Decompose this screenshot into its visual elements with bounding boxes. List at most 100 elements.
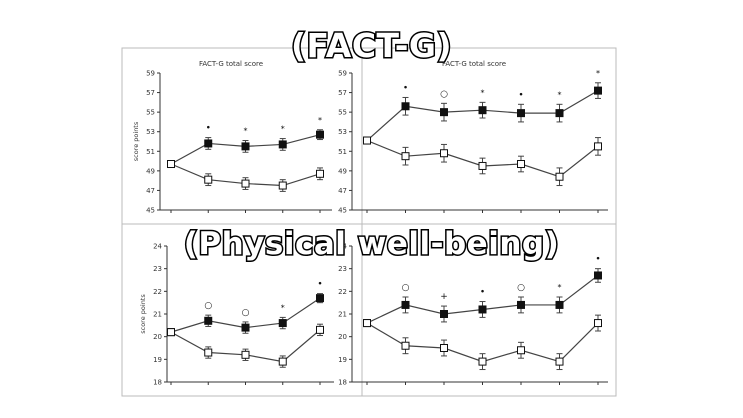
significance-marker: * [596,69,600,78]
data-point-open [363,319,371,328]
chart-panel-4: 18 19 20 21 22 23 24 ○ + • ○ * • [338,243,608,387]
data-point-open [517,160,525,169]
y-tick-label: 20 [338,333,347,341]
y-tick-label: 53 [146,128,155,136]
y-tick-label: 45 [338,207,347,215]
data-point-filled [278,319,287,328]
y-tick-label: 18 [153,379,162,387]
data-point-filled [594,86,602,95]
data-point-open [478,357,487,366]
data-point-filled [555,109,564,118]
y-tick-label: 57 [146,89,155,97]
significance-marker: * [281,303,285,312]
y-tick-label: 20 [153,333,162,341]
data-point-open [555,357,564,366]
data-point-filled [241,323,250,332]
data-point-open [204,348,213,357]
data-point-filled [440,310,448,318]
data-point-open [167,328,175,337]
data-point-filled [478,305,487,314]
significance-marker: • [317,280,322,290]
data-point-filled [555,300,564,309]
fact-g-caption: (FACT-G) [289,25,453,67]
significance-marker: • [206,124,211,134]
y-tick-label: 57 [338,89,347,97]
y-tick-label: 55 [146,109,155,117]
chart-panel-3: 18 19 20 21 22 23 24 score points ○ ○ * • [139,243,334,387]
significance-marker: * [318,116,322,125]
y-tick-label: 24 [338,243,347,251]
y-tick-label: 47 [146,187,155,195]
significance-marker: • [595,255,600,265]
data-point-open [401,152,410,161]
y-tick-label: 47 [338,187,347,195]
data-point-open [278,181,287,190]
chart-panel-2: FACT-G total score 45 47 49 51 53 55 57 59 • ○ * • * * [338,60,608,215]
data-point-filled [316,294,324,303]
significance-marker: • [403,83,408,93]
significance-marker: ○ [204,301,212,311]
data-point-filled [278,140,287,149]
data-point-filled [517,300,525,309]
y-tick-label: 24 [153,243,162,251]
data-point-filled [517,109,525,118]
significance-marker: * [558,90,562,99]
y-tick-label: 18 [338,379,347,387]
y-tick-label: 23 [153,265,162,273]
y-tick-label: 59 [146,70,155,78]
significance-marker: * [281,125,285,134]
y-tick-label: 19 [338,356,347,364]
data-point-filled [316,130,324,139]
y-axis-label: score points [132,121,140,161]
chart-title: FACT-G total score [199,60,263,68]
data-point-filled [241,142,250,151]
y-tick-label: 45 [146,207,155,215]
y-tick-label: 22 [153,288,162,296]
data-point-open [204,175,213,184]
data-point-open [241,350,250,359]
y-tick-label: 51 [146,148,155,156]
data-point-open [316,169,324,178]
data-point-open [440,149,448,158]
significance-marker: ○ [440,89,448,99]
y-tick-label: 55 [338,109,347,117]
panel-frame-2 [361,47,617,225]
data-point-open [594,319,602,328]
data-point-open [594,142,602,151]
panel-frame-1 [121,47,363,225]
data-point-open [363,136,371,145]
data-point-filled [401,300,410,309]
data-point-open [167,160,175,169]
y-tick-label: 53 [338,128,347,136]
y-tick-label: 49 [338,167,347,175]
chart-panel-1: FACT-G total score 45 47 49 51 53 55 57 59 score … [132,60,332,215]
significance-marker: + [440,292,448,302]
data-point-open [555,172,564,181]
data-point-open [517,346,525,355]
y-axis-label: score points [139,294,147,334]
significance-marker: • [480,288,485,298]
data-point-filled [440,108,448,117]
significance-marker: * [244,127,248,136]
y-tick-label: 22 [338,288,347,296]
significance-marker: ○ [402,283,410,293]
significance-marker: * [558,283,562,292]
data-point-filled [204,139,213,148]
data-point-open [478,161,487,170]
data-point-open [278,357,287,366]
data-point-filled [401,102,410,111]
data-point-open [440,344,448,352]
significance-marker: * [481,88,485,97]
physical-well-being-caption: (Physical well-being) [182,225,560,264]
y-tick-label: 21 [338,311,347,319]
data-point-open [401,341,410,350]
data-point-filled [204,316,213,325]
data-point-filled [594,271,602,280]
y-tick-label: 19 [153,356,162,364]
chart-title: FACT-G total score [442,60,506,68]
y-tick-label: 59 [338,70,347,78]
y-tick-label: 49 [146,167,155,175]
significance-marker: ○ [517,283,525,293]
y-tick-label: 23 [338,265,347,273]
